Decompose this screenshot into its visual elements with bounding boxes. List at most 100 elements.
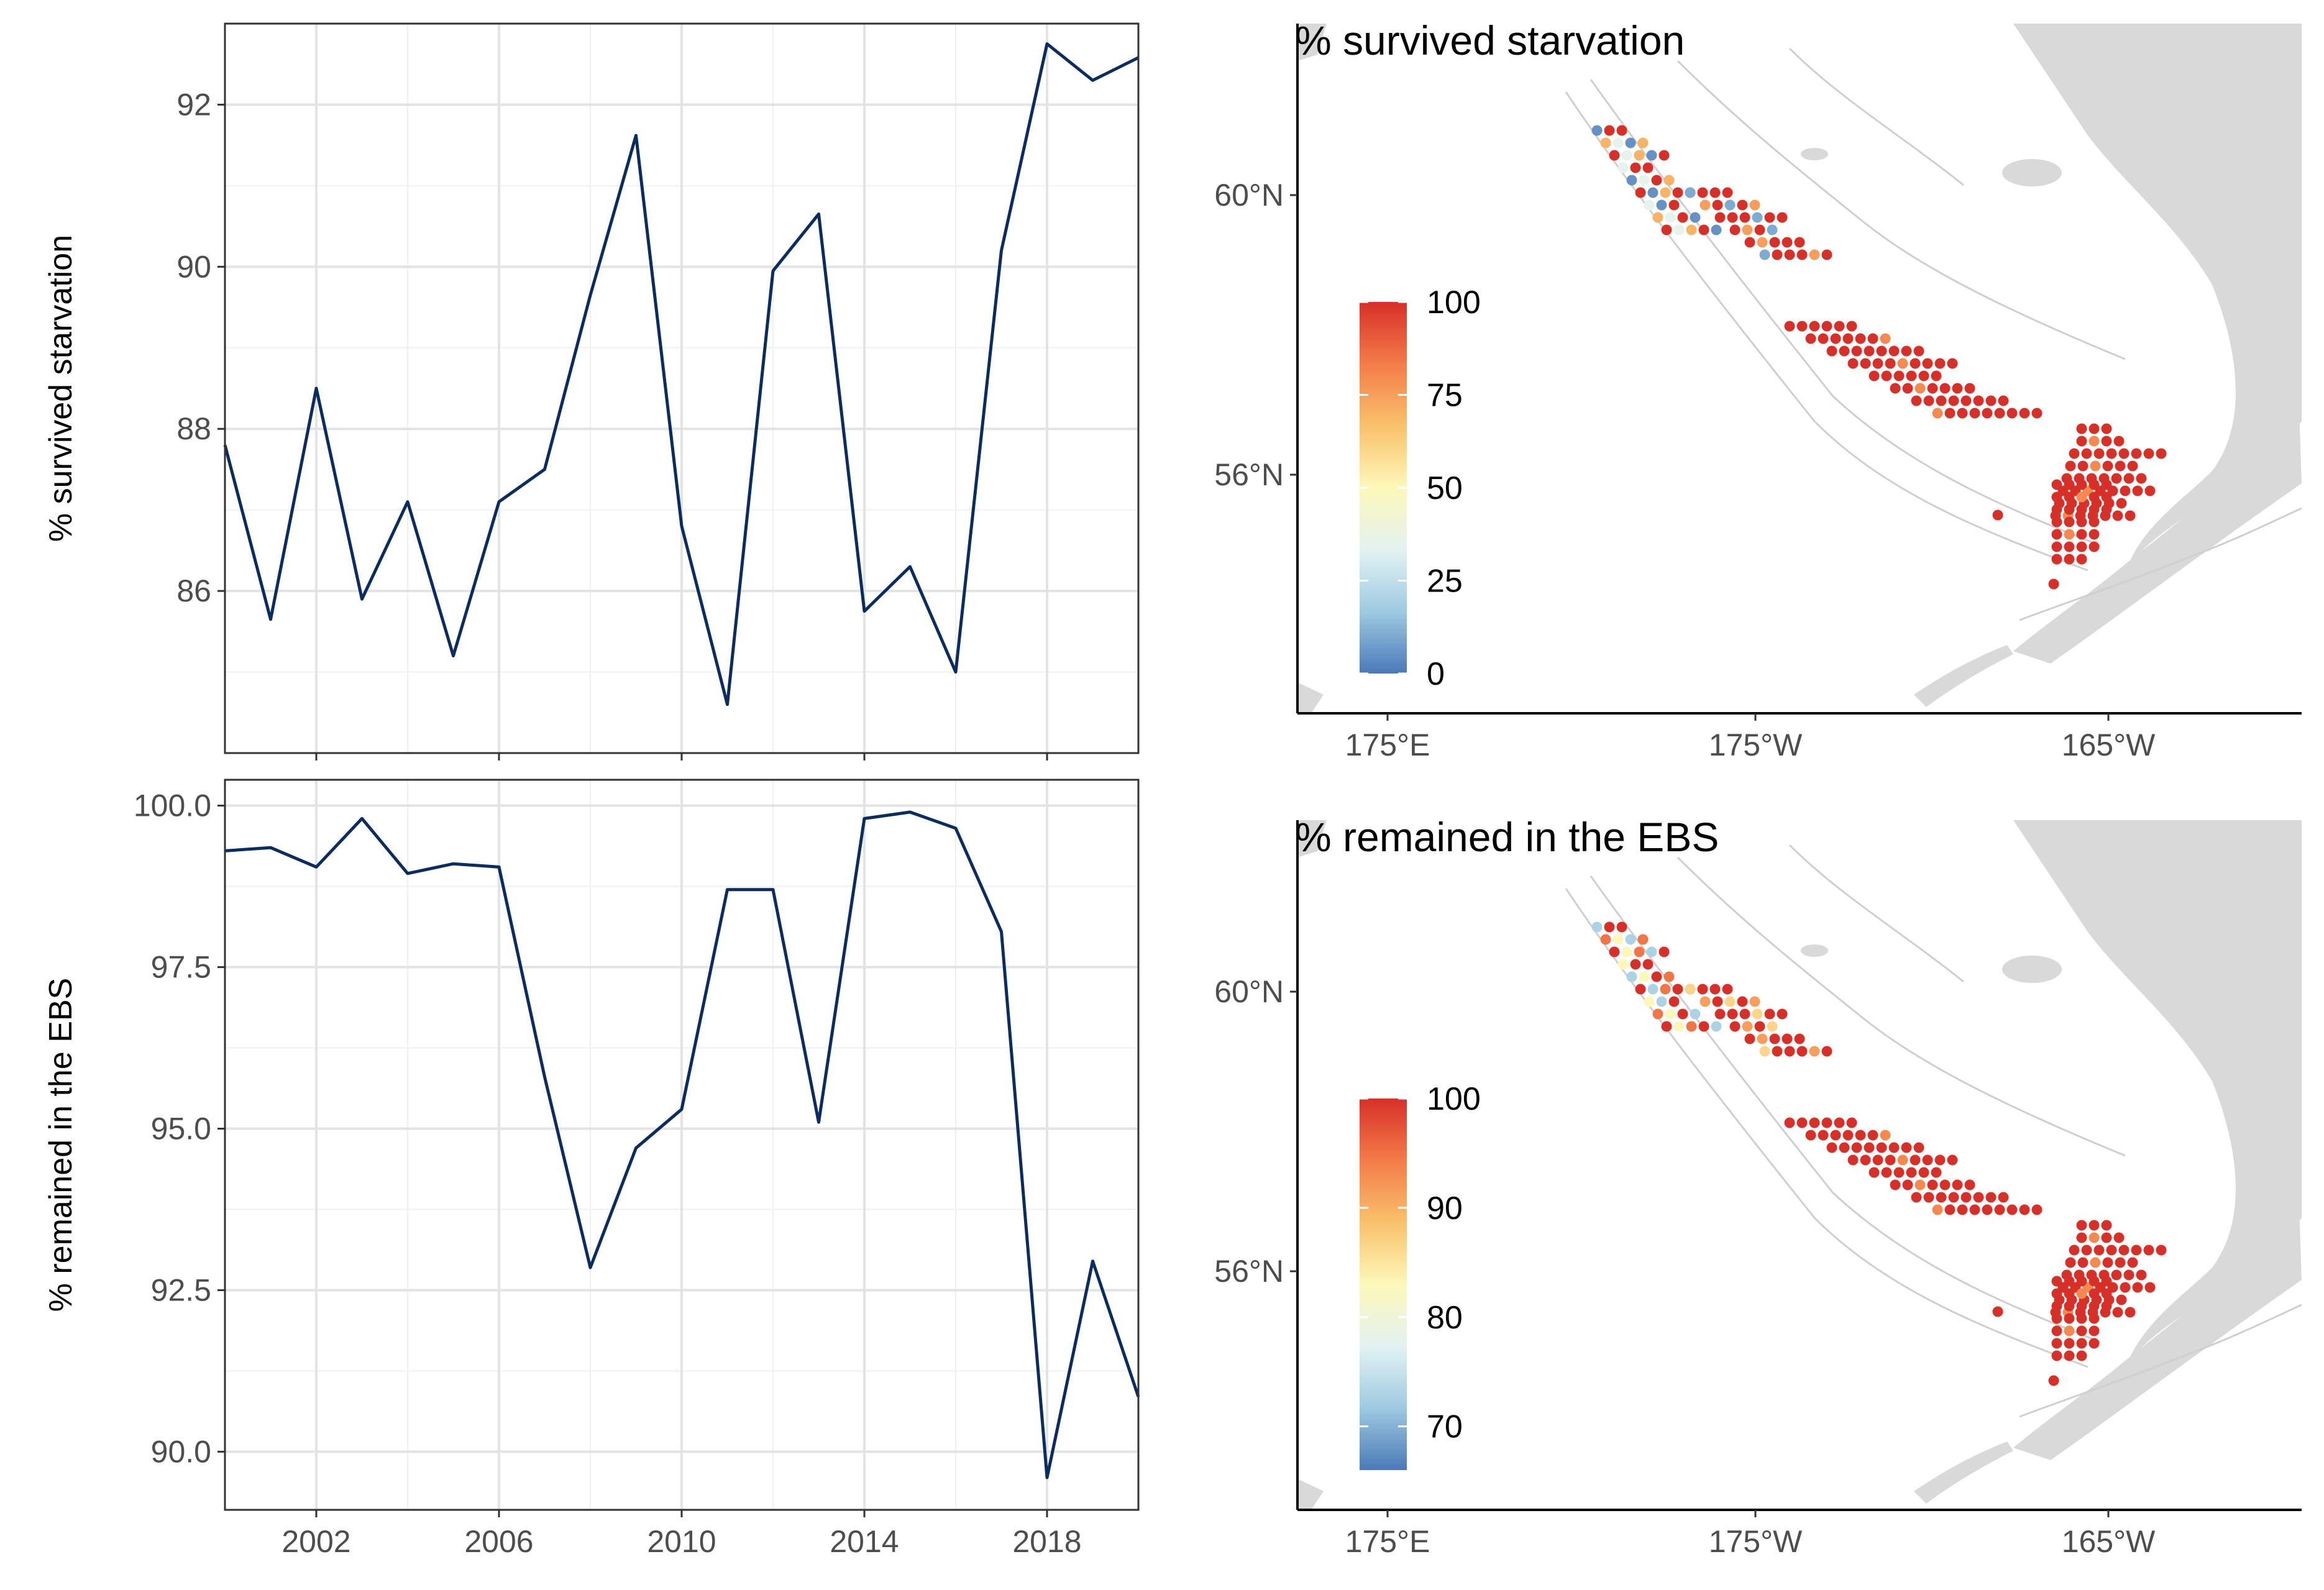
station-point — [2088, 436, 2100, 447]
station-point — [1591, 125, 1603, 136]
bathymetry-contour — [2019, 1304, 2302, 1418]
station-point — [1652, 1008, 1663, 1020]
station-point — [1772, 1046, 1783, 1057]
station-point — [1752, 212, 1763, 223]
station-point — [2101, 1220, 2112, 1231]
station-point — [2132, 1282, 2143, 1293]
station-point — [1897, 1154, 1908, 1166]
station-point — [1834, 1117, 1845, 1128]
map-content — [1297, 820, 2302, 1510]
station-point — [1744, 1033, 1755, 1044]
station-point — [1893, 370, 1905, 382]
station-point — [1839, 1142, 1850, 1153]
station-point — [2116, 1294, 2127, 1305]
station-point — [1992, 509, 2003, 521]
station-point — [1881, 370, 1892, 382]
station-point — [1685, 187, 1696, 198]
station-point — [2120, 1282, 2131, 1293]
station-point — [1796, 249, 1808, 260]
land-island — [2002, 956, 2062, 983]
station-point — [1888, 1142, 1900, 1153]
survived-starvation-line-panel: 86 88 90 92 % survived starvation — [43, 22, 1140, 761]
station-point — [2123, 473, 2134, 484]
station-point — [2076, 541, 2087, 552]
y-tick-label: 56°N — [1214, 1254, 1284, 1289]
station-point — [1890, 383, 1901, 394]
series-line — [223, 42, 1140, 706]
station-point — [1936, 1192, 1947, 1203]
y-tick-label: 97.5 — [151, 950, 211, 985]
station-point — [1646, 150, 1657, 161]
station-point — [1652, 212, 1663, 223]
station-point — [1690, 212, 1701, 223]
station-point — [1672, 187, 1683, 198]
station-point — [1724, 199, 1736, 211]
station-point — [1686, 224, 1697, 235]
station-point — [1685, 984, 1696, 995]
station-point — [1805, 1130, 1816, 1141]
station-point — [1897, 358, 1908, 369]
x-tick-label: 2018 — [1012, 1524, 1081, 1559]
y-tick-label: 86 — [176, 573, 211, 608]
station-point — [1880, 333, 1891, 344]
station-point — [1737, 996, 1748, 1007]
station-point — [2076, 423, 2087, 434]
station-point — [2076, 1300, 2087, 1312]
station-point — [1711, 224, 1722, 235]
station-point — [1818, 333, 1829, 344]
station-point — [1727, 1008, 1738, 1020]
station-point — [1739, 1008, 1750, 1020]
station-point — [2064, 1276, 2075, 1287]
station-point — [2076, 504, 2087, 515]
station-point — [1880, 1130, 1891, 1141]
station-point — [2088, 1325, 2100, 1336]
station-point — [2101, 1300, 2112, 1312]
land-island — [1801, 148, 1828, 160]
station-point — [2088, 541, 2100, 552]
station-point — [2127, 1257, 2138, 1268]
station-point — [1749, 996, 1760, 1007]
station-point — [2031, 408, 2043, 419]
station-point — [1673, 1021, 1685, 1032]
station-point — [1700, 199, 1711, 211]
station-point — [1722, 984, 1733, 995]
station-point — [2076, 1338, 2087, 1349]
station-point — [1890, 1179, 1901, 1190]
station-point — [1784, 1046, 1795, 1057]
station-point — [1647, 187, 1658, 198]
station-point — [1913, 1142, 1924, 1153]
station-point — [2088, 1313, 2100, 1324]
station-point — [1960, 1192, 1972, 1203]
station-point — [1911, 1192, 1922, 1203]
station-point — [1784, 1117, 1795, 1128]
station-point — [1642, 162, 1654, 173]
station-point — [1985, 1192, 1997, 1203]
station-point — [1809, 1117, 1820, 1128]
station-point — [1668, 996, 1680, 1007]
land-aleutians — [1914, 645, 2013, 707]
station-point — [2051, 1313, 2062, 1324]
station-point — [2051, 491, 2062, 503]
station-point — [1864, 1142, 1875, 1153]
station-point — [1821, 1117, 1832, 1128]
station-point — [2144, 1282, 2156, 1293]
y-tick-label: 88 — [176, 411, 211, 446]
station-point — [1658, 150, 1670, 161]
station-point — [2132, 485, 2143, 496]
station-point — [2131, 448, 2142, 459]
station-point — [1923, 395, 1934, 406]
station-point — [2064, 1300, 2075, 1312]
station-point — [1821, 321, 1832, 332]
station-point — [1600, 137, 1611, 148]
land-mainland — [2013, 24, 2302, 562]
station-point — [1906, 370, 1917, 382]
station-point — [1948, 1192, 1959, 1203]
station-point — [1939, 1179, 1951, 1190]
station-point — [2093, 448, 2105, 459]
station-point — [1847, 358, 1859, 369]
station-point — [1663, 971, 1675, 982]
station-point — [2116, 498, 2127, 509]
station-point — [2101, 423, 2112, 434]
station-point — [1918, 370, 1929, 382]
station-point — [2064, 516, 2075, 528]
